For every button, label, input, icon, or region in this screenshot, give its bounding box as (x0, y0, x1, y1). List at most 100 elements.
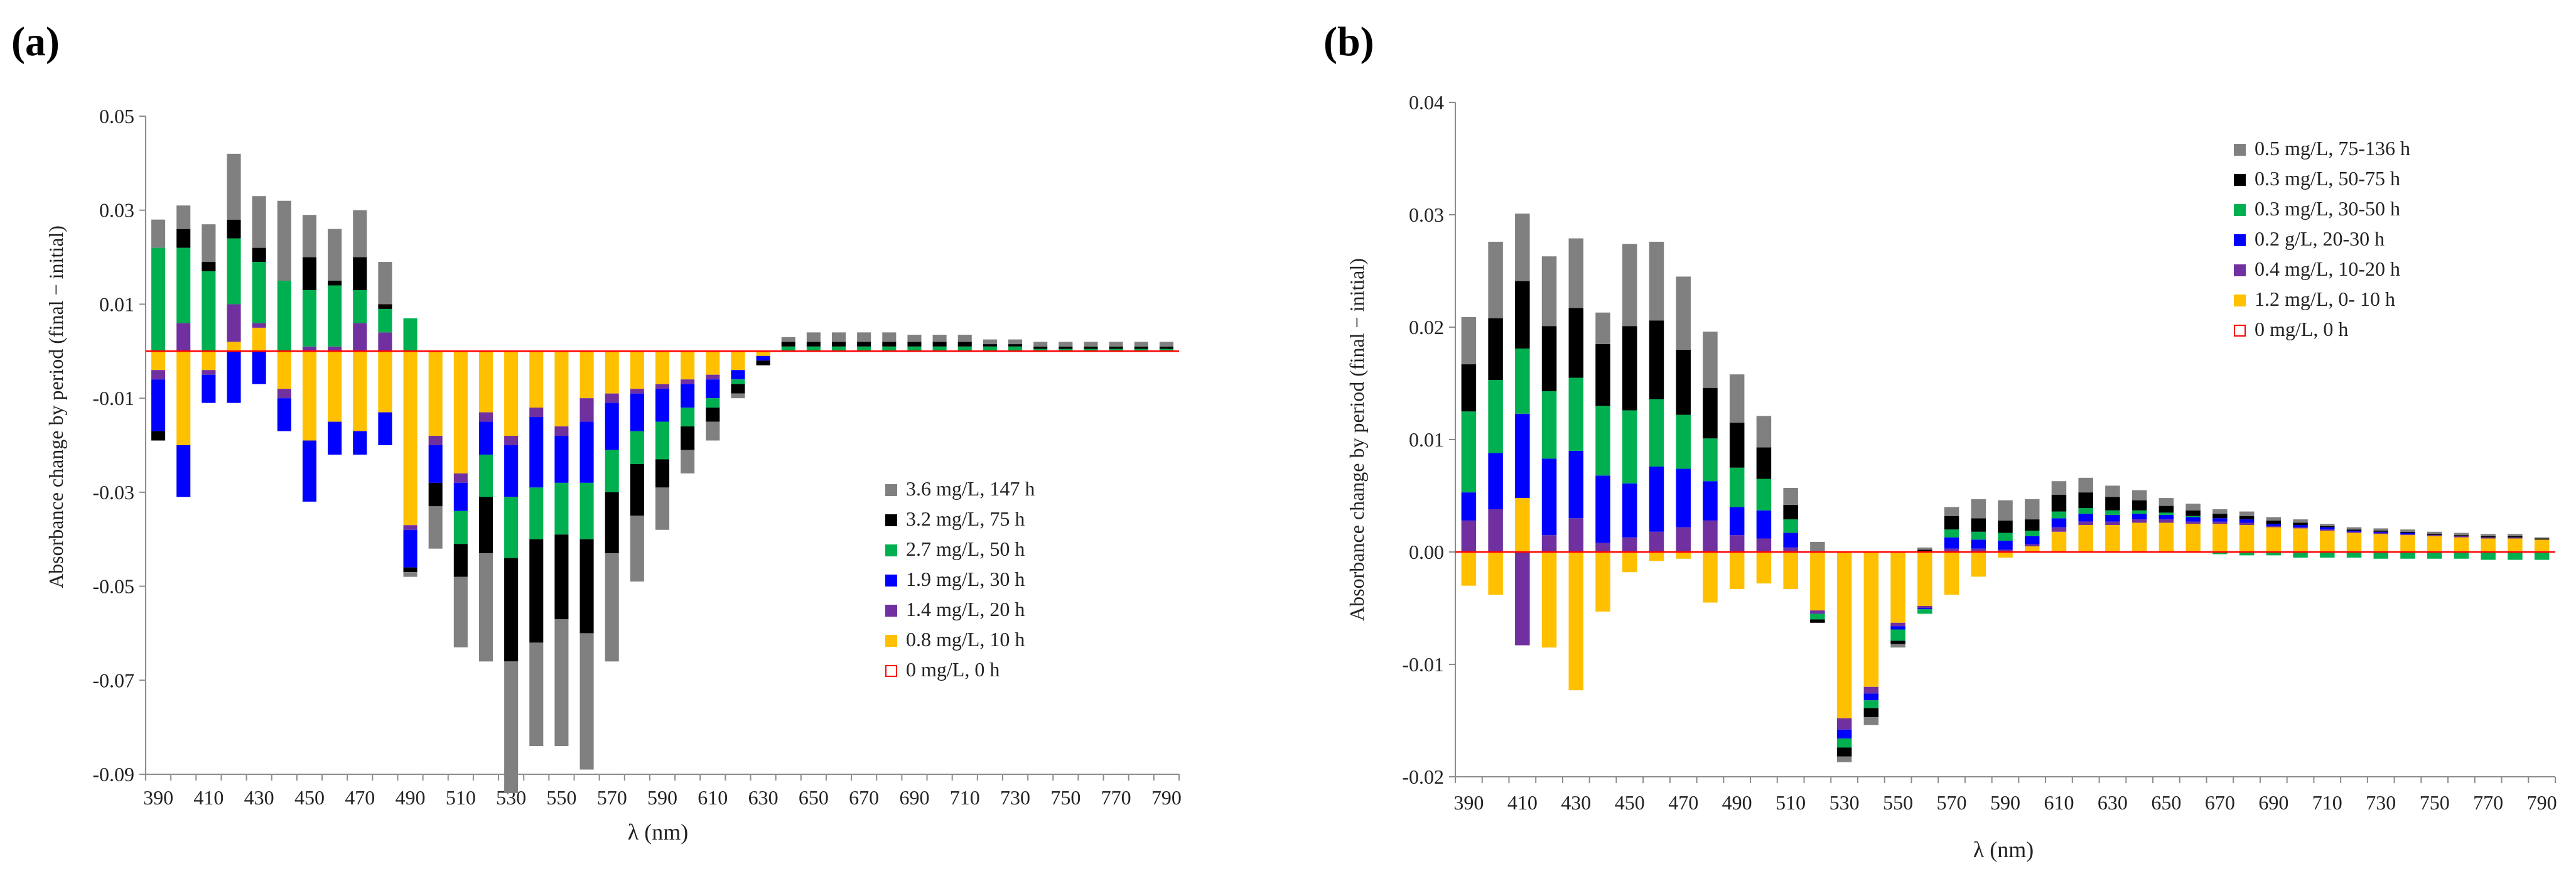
panel-b-bar-series1-650 (2158, 519, 2174, 523)
panel-b-bar-series0-760 (2454, 537, 2469, 552)
panel-b-bar-series3-490 (1729, 467, 1745, 507)
panel-b-bar-series5-770 (2481, 534, 2496, 536)
panel-a-bar-series5-480 (378, 262, 392, 305)
panel-b-bar-series4-660 (2185, 510, 2201, 516)
panel-b-y-axis-title: Absorbance change by period (final − ini… (1345, 258, 1368, 621)
panel-a-bar-series3-540 (529, 487, 544, 539)
panel-b-bar-series4-750 (2427, 534, 2442, 536)
panel-a-bar-series3-680 (882, 346, 897, 352)
panel-a-x-tick-label: 670 (849, 786, 879, 809)
panel-b-bar-series3-620 (2078, 508, 2093, 514)
panel-a-bar-series2-390 (151, 379, 166, 431)
panel-a-bar-series3-730 (1008, 346, 1023, 352)
panel-a-bar-series0-500 (428, 351, 443, 436)
panel-a-bar-series1-560 (579, 398, 594, 422)
panel-a-bar-series4-520 (478, 497, 493, 554)
panel-b-bar-series5-420 (1541, 256, 1557, 327)
panel-a-bar-series5-540 (529, 642, 544, 747)
panel-b-bar-series0-540 (1863, 552, 1879, 687)
panel-b-bar-series0-700 (2293, 528, 2308, 552)
panel-b-bar-series2-410 (1515, 413, 1530, 499)
panel-a-bar-series1-550 (554, 426, 569, 436)
panel-b-bar-series5-400 (1488, 241, 1503, 318)
panel-a-bar-series1-510 (453, 473, 468, 483)
panel-a-bar-series2-480 (378, 412, 392, 445)
panel-a-bar-series2-440 (277, 398, 291, 431)
panel-b-bar-series2-610 (2051, 518, 2067, 527)
panel-b-bar-series4-560 (1917, 549, 1932, 552)
panel-b-bar-series0-530 (1836, 552, 1852, 718)
panel-a-bar-series5-750 (1059, 342, 1073, 347)
panel-a-bar-series5-460 (328, 229, 342, 281)
panel-a-bar-series5-730 (1008, 339, 1023, 345)
panel-b-legend-label-0: 0.5 mg/L, 75-136 h (2255, 137, 2410, 160)
panel-a-bar-series4-750 (1059, 346, 1073, 349)
panel-a-bar-series5-600 (681, 450, 695, 473)
panel-b-bar-series3-710 (2320, 552, 2335, 558)
panel-b-bar-series4-510 (1783, 504, 1798, 520)
panel-b-x-tick-label: 590 (1990, 791, 2020, 814)
panel-a-x-tick-label: 690 (899, 786, 929, 809)
panel-a-x-tick-label: 490 (396, 786, 426, 809)
panel-b-bar-series4-670 (2212, 514, 2228, 519)
panel-a-bar-series0-580 (630, 351, 644, 389)
panel-b-bar-series1-580 (1971, 548, 1986, 552)
panel-b-bar-series0-400 (1488, 552, 1503, 595)
panel-a-bar-series1-440 (277, 389, 291, 399)
panel-b-label: (b) (1323, 19, 1374, 65)
panel-a-bar-series1-390 (151, 370, 166, 380)
panel-a-legend-label-3: 1.9 mg/L, 30 h (906, 568, 1025, 590)
panel-a-bar-series4-660 (831, 342, 846, 347)
panel-a-bar-series2-490 (403, 529, 418, 568)
panel-a-bar-series0-600 (681, 351, 695, 380)
panel-a-bar-series1-610 (706, 374, 720, 380)
panel-a-bar-series1-540 (529, 408, 544, 418)
panel-a-bar-series5-790 (1159, 342, 1173, 347)
panel-b-bar-series4-570 (1944, 516, 1959, 530)
panel-a-bar-series3-440 (277, 281, 291, 352)
panel-b-x-tick-label: 630 (2098, 791, 2128, 814)
panel-a-bar-series4-420 (227, 219, 241, 239)
panel-b-bar-series4-590 (1998, 520, 2013, 533)
panel-a-bar-series5-680 (882, 332, 897, 342)
panel-b-bar-series5-780 (2508, 534, 2523, 536)
panel-b-bar-series3-630 (2105, 510, 2120, 515)
panel-b-bar-series2-510 (1783, 533, 1798, 548)
panel-b-bar-series4-640 (2131, 500, 2147, 511)
panel-a-bar-series1-430 (252, 323, 266, 328)
panel-b-bar-series0-500 (1756, 552, 1772, 584)
panel-a-bar-series2-630 (756, 355, 770, 361)
panel-a-bar-series3-740 (1033, 349, 1048, 352)
panel-b-bar-series5-590 (1998, 500, 2013, 521)
panel-b-bar-series3-460 (1649, 399, 1664, 467)
panel-a-bar-series2-570 (605, 403, 619, 450)
panel-b-bar-series3-520 (1810, 614, 1825, 620)
panel-b-bar-series2-470 (1676, 468, 1691, 527)
panel-a-bar-series5-490 (403, 572, 418, 577)
panel-a-bar-series4-760 (1084, 346, 1098, 349)
panel-b-x-tick-label: 790 (2527, 791, 2557, 814)
panel-b-bar-series5-630 (2105, 485, 2120, 497)
panel-a-bar-series1-420 (227, 304, 241, 342)
panel-a-bar-series1-570 (605, 393, 619, 403)
panel-b-bar-series5-740 (2400, 529, 2415, 532)
panel-b-bar-series3-590 (1998, 533, 2013, 541)
panel-b-bar-series5-690 (2266, 517, 2282, 521)
panel-b-bar-series1-610 (2051, 527, 2067, 532)
panel-a-bar-series2-460 (328, 421, 342, 455)
panel-b-bar-series1-440 (1595, 543, 1610, 552)
panel-b-bar-series4-790 (2534, 538, 2550, 540)
panel-a-bar-series4-570 (605, 492, 619, 554)
panel-b-bar-series1-420 (1541, 535, 1557, 552)
panel-b-bar-series5-440 (1595, 312, 1610, 344)
panel-a-bar-series3-420 (227, 238, 241, 305)
panel-a-bar-series0-490 (403, 351, 418, 526)
panel-a-y-tick-label: -0.03 (92, 481, 134, 504)
panel-a-bar-series4-550 (554, 534, 569, 619)
panel-b-bar-series4-730 (2373, 530, 2388, 532)
panel-b-legend-label-6: 0 mg/L, 0 h (2255, 318, 2348, 340)
panel-b-bar-series3-510 (1783, 519, 1798, 533)
panel-b-bar-series3-570 (1944, 529, 1959, 538)
panel-b-bar-series3-680 (2239, 552, 2255, 556)
panel-b-bar-series2-530 (1836, 729, 1852, 739)
